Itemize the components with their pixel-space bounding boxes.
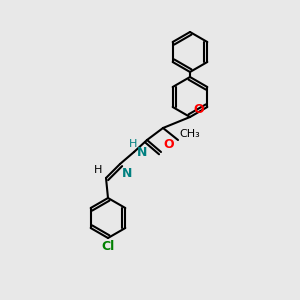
Text: H: H [94, 165, 102, 175]
Text: O: O [193, 103, 204, 116]
Text: N: N [122, 167, 132, 180]
Text: CH₃: CH₃ [179, 129, 200, 139]
Text: Cl: Cl [101, 240, 115, 253]
Text: H: H [129, 139, 137, 149]
Text: O: O [163, 138, 174, 151]
Text: N: N [137, 146, 147, 158]
